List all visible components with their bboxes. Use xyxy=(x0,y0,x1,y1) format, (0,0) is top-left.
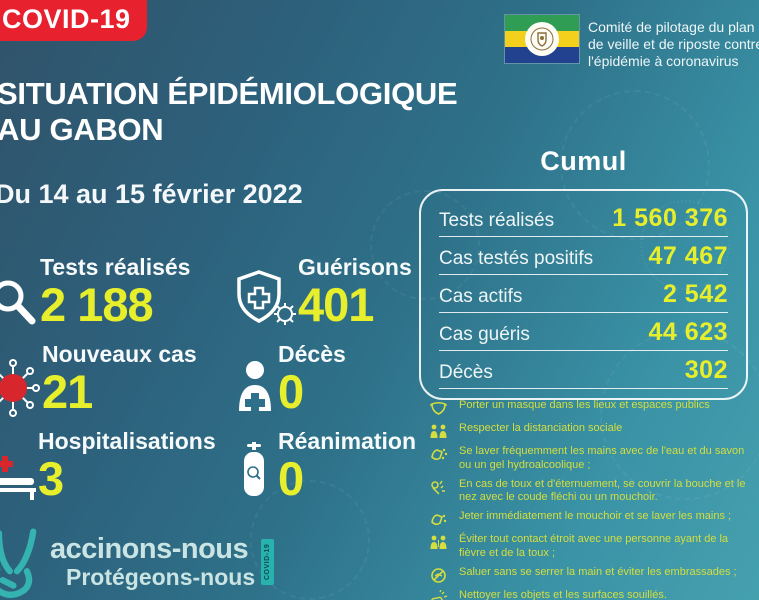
person-cross-icon xyxy=(232,359,278,413)
stat-value: 21 xyxy=(42,365,93,418)
list-item: Porter un masque dans les lieux et espac… xyxy=(429,399,751,417)
throw-tissue-wash-icon xyxy=(431,514,447,526)
stat-value: 401 xyxy=(298,278,374,331)
list-item: Respecter la distanciation sociale xyxy=(429,422,751,440)
row-label: Tests réalisés xyxy=(439,210,555,231)
stat-label: Guérisons xyxy=(298,254,412,280)
stat-nouveaux-cas: Nouveaux cas 21 xyxy=(0,341,232,419)
recommendation-text: En cas de toux et d'éternuement, se couv… xyxy=(459,477,746,504)
stat-text: Tests réalisés 2 188 xyxy=(40,254,190,328)
virus-icon xyxy=(0,357,42,419)
stat-label: Tests réalisés xyxy=(40,254,191,280)
list-item: Nettoyer les objets et les surfaces soui… xyxy=(429,589,751,600)
stat-text: Réanimation 0 xyxy=(278,428,416,502)
health-recommendations-list: Porter un masque dans les lieux et espac… xyxy=(429,399,751,600)
row-value: 47 467 xyxy=(648,242,728,270)
row-value: 1 560 376 xyxy=(612,204,728,232)
campaign-slogan: accinons-nous Protégeons-nous xyxy=(50,533,255,591)
row-value: 44 623 xyxy=(648,318,728,346)
committee-line: Comité de pilotage du plan xyxy=(588,19,755,35)
stat-text: Hospitalisations 3 xyxy=(38,428,216,502)
stat-label: Décès xyxy=(278,341,346,367)
stat-tests-realises: Tests réalisés 2 188 xyxy=(0,254,232,332)
hospital-bed-icon xyxy=(0,450,38,506)
wash-hands-icon xyxy=(431,448,448,461)
table-row: Cas actifs 2 542 xyxy=(439,275,728,313)
row-value: 2 542 xyxy=(662,280,728,308)
social-distancing-icon xyxy=(430,424,447,438)
victory-hand-icon xyxy=(0,528,37,598)
recommendation-text: Éviter tout contact étroit avec une pers… xyxy=(459,533,729,559)
committee-line: l'épidémie à coronavirus xyxy=(588,53,739,70)
table-row: Décès 302 xyxy=(439,351,728,389)
stat-label: Hospitalisations xyxy=(38,428,216,454)
report-period: Du 14 au 15 février 2022 xyxy=(0,179,303,209)
gabon-flag-icon xyxy=(505,15,579,63)
stat-hospitalisations: Hospitalisations 3 xyxy=(0,428,232,506)
oxygen-tank-icon xyxy=(232,440,278,498)
covid19-badge-label: COVID-19 xyxy=(2,4,131,34)
recommendation-text: Jeter immédiatement le mouchoir et se la… xyxy=(459,510,732,522)
stat-value: 0 xyxy=(278,365,304,418)
recommendation-text: Respecter la distanciation sociale xyxy=(459,422,623,434)
stat-text: Guérisons 401 xyxy=(298,254,412,328)
list-item: Se laver fréquemment les mains avec de l… xyxy=(429,445,751,473)
cumulative-title: Cumul xyxy=(540,146,627,176)
gabon-coat-of-arms-icon xyxy=(525,22,559,56)
cumulative-panel: Cumul Tests réalisés 1 560 376 Cas testé… xyxy=(419,146,748,400)
committee-line: de veille et de riposte contre xyxy=(588,36,759,53)
recommendation-text: Se laver fréquemment les mains avec de l… xyxy=(459,445,745,471)
magnifier-icon xyxy=(0,276,40,332)
mask-icon xyxy=(430,401,447,415)
clean-surfaces-icon xyxy=(431,589,448,600)
campaign-line-1: accinons-nous xyxy=(50,533,249,565)
covid19-badge: COVID-19 xyxy=(0,0,147,41)
title-line-2: AU GABON xyxy=(0,111,164,147)
stat-guerisons: Guérisons 401 xyxy=(232,254,448,332)
stat-text: Nouveaux cas 21 xyxy=(42,341,197,415)
row-label: Cas guéris xyxy=(439,324,530,345)
cough-elbow-icon xyxy=(431,480,445,495)
cumulative-table: Tests réalisés 1 560 376 Cas testés posi… xyxy=(419,189,748,400)
title-line-1: SITUATION ÉPIDÉMIOLOGIQUE xyxy=(0,76,458,111)
row-value: 302 xyxy=(684,356,728,384)
table-row: Cas testés positifs 47 467 xyxy=(439,237,728,275)
row-label: Cas actifs xyxy=(439,286,523,307)
stat-text: Décès 0 xyxy=(278,341,346,415)
committee-logo-block: Comité de pilotage du plan de veille et … xyxy=(505,15,759,70)
row-label: Décès xyxy=(439,362,493,383)
campaign-covid19-tag: COVID-19 xyxy=(261,539,275,585)
recommendation-text: Saluer sans se serrer la main et éviter … xyxy=(459,565,737,578)
table-row: Cas guéris 44 623 xyxy=(439,313,728,351)
daily-stats-grid: Tests réalisés 2 188 xyxy=(0,254,448,506)
page-title: SITUATION ÉPIDÉMIOLOGIQUE AU GABON xyxy=(0,76,458,147)
list-item: En cas de toux et d'éternuement, se couv… xyxy=(429,478,751,506)
no-handshake-icon xyxy=(431,567,446,583)
list-item: Saluer sans se serrer la main et éviter … xyxy=(429,566,751,584)
stat-label: Réanimation xyxy=(278,428,417,454)
stat-value: 3 xyxy=(38,452,64,505)
avoid-close-contact-icon xyxy=(430,535,447,549)
campaign-line-2: Protégeons-nous xyxy=(66,564,256,590)
shield-cross-virus-icon xyxy=(232,268,298,328)
row-label: Cas testés positifs xyxy=(439,248,594,269)
stat-value: 0 xyxy=(278,452,304,505)
stat-value: 2 188 xyxy=(40,278,154,331)
vaccination-campaign: accinons-nous Protégeons-nous COVID-19 xyxy=(0,524,275,600)
list-item: Éviter tout contact étroit avec une pers… xyxy=(429,533,751,561)
recommendation-text: Nettoyer les objets et les surfaces soui… xyxy=(459,588,667,600)
table-row: Tests réalisés 1 560 376 xyxy=(439,199,728,237)
stat-label: Nouveaux cas xyxy=(42,341,197,367)
recommendation-text: Porter un masque dans les lieux et espac… xyxy=(459,399,710,411)
list-item: Jeter immédiatement le mouchoir et se la… xyxy=(429,510,751,528)
committee-name: Comité de pilotage du plan de veille et … xyxy=(588,15,759,70)
stat-deces: Décès 0 xyxy=(232,341,448,419)
stat-reanimation: Réanimation 0 xyxy=(232,428,448,506)
